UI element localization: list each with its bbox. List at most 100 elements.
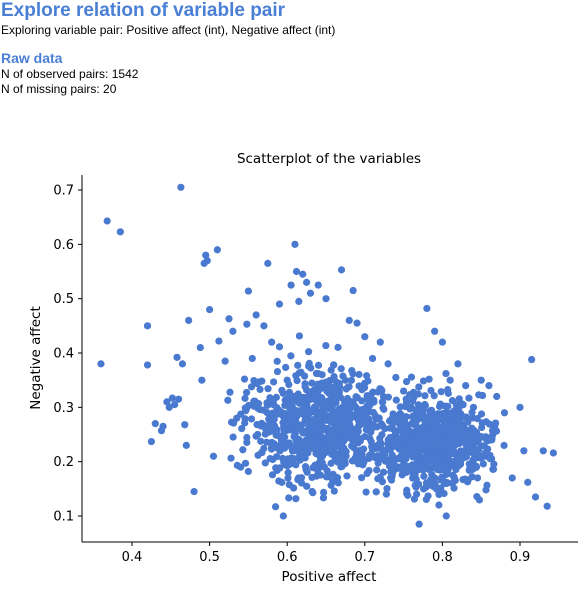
scatter-point — [453, 434, 461, 442]
scatter-point — [374, 388, 382, 396]
scatter-point — [443, 479, 451, 488]
scatter-point — [444, 389, 452, 397]
scatter-point — [485, 382, 493, 390]
scatter-point — [203, 257, 211, 265]
scatter-point — [305, 362, 313, 370]
scatter-point — [327, 459, 335, 467]
scatter-point — [357, 446, 365, 454]
scatter-point — [209, 452, 218, 460]
scatter-point — [312, 449, 320, 458]
scatter-point — [371, 411, 379, 419]
scatter-point — [243, 320, 251, 328]
scatter-point — [273, 357, 281, 365]
scatter-point — [369, 388, 377, 396]
scatter-point — [415, 383, 423, 391]
scatter-point — [435, 402, 444, 411]
scatter-point — [420, 472, 428, 480]
scatter-point — [426, 414, 434, 422]
scatter-point — [296, 450, 304, 458]
scatter-point — [405, 427, 413, 435]
scatter-point — [247, 383, 256, 391]
scatter-point — [330, 395, 338, 403]
scatter-point — [337, 365, 345, 373]
scatter-point — [314, 281, 322, 289]
scatter-point — [274, 410, 283, 418]
scatter-point — [465, 440, 473, 449]
scatter-point — [299, 429, 308, 437]
scatter-point — [440, 489, 448, 498]
scatter-point — [327, 418, 336, 426]
scatter-point — [381, 425, 389, 433]
scatter-point — [330, 487, 338, 495]
scatter-point — [285, 481, 293, 489]
scatter-point — [292, 495, 300, 503]
scatter-point — [322, 295, 330, 303]
scatter-point — [116, 228, 124, 236]
scatter-point — [409, 474, 417, 482]
scatter-point — [182, 441, 190, 449]
scatter-point — [260, 444, 268, 453]
scatter-point — [438, 473, 446, 482]
scatter-point — [285, 403, 293, 411]
scatter-point — [427, 386, 435, 395]
scatter-point — [243, 433, 251, 442]
scatter-point — [318, 395, 326, 403]
scatter-point — [373, 466, 381, 474]
scatter-point — [264, 385, 272, 393]
scatter-points — [97, 183, 557, 528]
scatter-point — [481, 448, 490, 457]
scatter-point — [328, 436, 336, 444]
scatter-point — [353, 319, 361, 327]
scatter-point — [103, 217, 111, 225]
scatter-point — [520, 447, 528, 455]
scatter-point — [430, 423, 438, 431]
scatter-point — [469, 465, 477, 473]
scatter-point — [316, 454, 325, 462]
scatter-point — [420, 485, 428, 493]
scatter-point — [230, 419, 238, 427]
scatter-point — [413, 442, 421, 450]
scatter-point — [436, 438, 444, 446]
scatter-point — [262, 438, 271, 446]
scatter-point — [263, 401, 272, 409]
scatter-point — [171, 401, 179, 409]
scatter-point — [366, 434, 374, 443]
scatter-point — [260, 322, 268, 330]
scatter-point — [376, 338, 384, 346]
scatter-point — [437, 388, 445, 396]
scatter-point — [355, 370, 363, 379]
scatter-point — [345, 383, 353, 391]
scatter-point — [224, 396, 232, 404]
scatter-point — [301, 454, 309, 462]
scatter-point — [286, 460, 294, 468]
scatter-point — [377, 445, 386, 454]
scatter-point — [272, 464, 280, 472]
scatter-point — [151, 420, 159, 428]
scatter-point — [311, 386, 320, 394]
scatter-point — [463, 415, 471, 423]
x-tick-label: 0.7 — [354, 550, 375, 565]
scatter-point — [327, 428, 335, 436]
scatter-point — [287, 392, 295, 400]
scatter-point — [456, 417, 464, 425]
scatter-point — [264, 422, 273, 430]
scatter-point — [309, 464, 317, 472]
scatter-point — [349, 286, 357, 295]
scatter-point — [282, 363, 290, 372]
scatter-point — [431, 327, 439, 335]
x-axis-label: Positive affect — [282, 569, 377, 585]
scatter-point — [414, 480, 423, 488]
scatter-point — [549, 449, 557, 457]
scatter-point — [443, 419, 451, 427]
scatter-point — [292, 461, 300, 469]
scatter-point — [409, 412, 417, 420]
scatter-point — [248, 354, 256, 363]
scatter-point — [334, 343, 342, 351]
scatter-point — [343, 394, 352, 403]
scatter-point — [244, 467, 252, 476]
scatter-point — [435, 501, 443, 509]
scatter-point — [285, 380, 293, 389]
scatter-point — [185, 316, 193, 325]
scatter-point — [407, 373, 416, 381]
scatter-point — [181, 421, 189, 429]
